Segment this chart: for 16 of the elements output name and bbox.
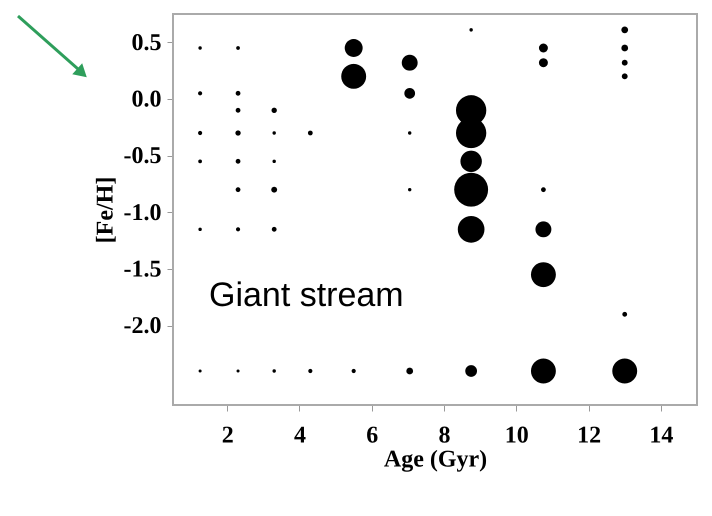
y-tick-label: 0.5 xyxy=(132,30,162,56)
y-tick-label: -0.5 xyxy=(124,143,162,170)
x-tick-label: 8 xyxy=(438,422,451,448)
y-tick-label: 0.0 xyxy=(132,86,162,112)
annotation: Giant stream xyxy=(209,276,404,314)
x-tick-label: 14 xyxy=(649,422,674,448)
x-axis-title: Age (Gyr) xyxy=(384,446,488,472)
y-tick-label: -1.5 xyxy=(124,256,162,282)
x-tick-label: 12 xyxy=(577,422,602,448)
y-tick-label: -2.0 xyxy=(124,313,162,340)
x-tick-label: 2 xyxy=(222,422,234,448)
x-tick-label: 6 xyxy=(366,422,378,448)
y-axis-title: [Fe/H] xyxy=(92,176,119,244)
x-tick-label: 4 xyxy=(294,422,306,448)
y-tick-label: -1.0 xyxy=(124,200,162,226)
x-tick-label: 10 xyxy=(504,422,529,448)
